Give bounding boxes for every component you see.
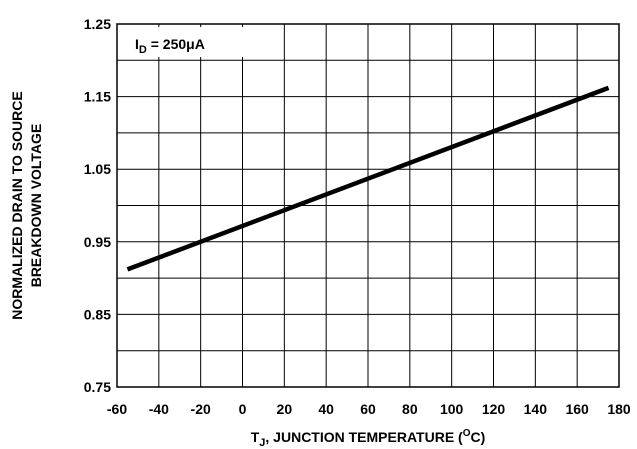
tick-labels: -60 -40 -20 0 20 40 60 80 100 120 140 160 180 0.75 0.8… xyxy=(84,16,631,417)
y-tick-label: 0.95 xyxy=(84,234,111,250)
annotation-background xyxy=(121,27,247,57)
series-line xyxy=(126,85,610,272)
x-tick-label: 160 xyxy=(565,401,589,417)
x-axis-label: TJ, JUNCTION TEMPERATURE (OC) xyxy=(251,428,486,449)
x-tick-label: 0 xyxy=(239,401,247,417)
y-tick-label: 1.05 xyxy=(84,161,111,177)
x-tick-label: -60 xyxy=(107,401,127,417)
x-tick-label: 180 xyxy=(607,401,631,417)
x-tick-label: -40 xyxy=(149,401,169,417)
x-tick-label: 120 xyxy=(482,401,506,417)
y-axis-label-line-2: BREAKDOWN VOLTAGE xyxy=(28,124,44,288)
series-layer xyxy=(126,85,610,272)
annotation-label: ID = 250μA xyxy=(135,36,205,56)
y-axis-label-line-1: NORMALIZED DRAIN TO SOURCE xyxy=(9,91,25,319)
x-tick-label: 140 xyxy=(524,401,548,417)
x-tick-label: 20 xyxy=(277,401,293,417)
x-tick-label: 80 xyxy=(402,401,418,417)
plot-border xyxy=(116,23,620,388)
annotation-layer: ID = 250μA xyxy=(121,27,247,57)
x-tick-label: 60 xyxy=(360,401,376,417)
y-tick-label: 1.15 xyxy=(84,89,111,105)
chart-grid xyxy=(116,23,620,388)
x-tick-label: 100 xyxy=(440,401,464,417)
x-tick-label: 40 xyxy=(318,401,334,417)
y-tick-label: 0.75 xyxy=(84,379,111,395)
x-tick-label: -20 xyxy=(191,401,211,417)
plot-frame xyxy=(116,23,620,388)
y-tick-label: 0.85 xyxy=(84,306,111,322)
y-tick-label: 1.25 xyxy=(84,16,111,32)
y-axis-label: NORMALIZED DRAIN TO SOURCE BREAKDOWN VOL… xyxy=(9,91,44,319)
